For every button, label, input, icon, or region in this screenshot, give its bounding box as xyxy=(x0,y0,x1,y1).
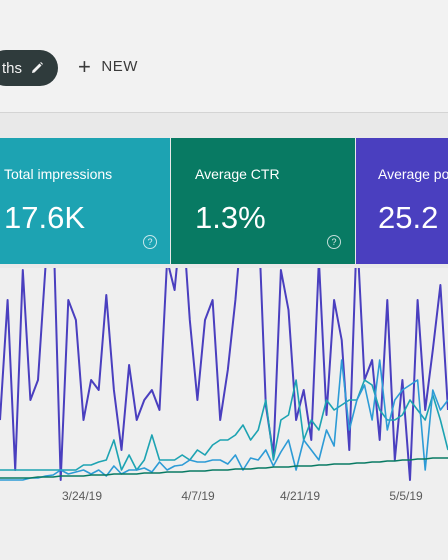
help-icon[interactable]: ? xyxy=(143,235,157,249)
series-line-0 xyxy=(0,268,448,481)
metric-card-total-impressions[interactable]: Total impressions 17.6K ? xyxy=(0,138,170,264)
x-tick-label: 5/5/19 xyxy=(389,489,423,503)
metric-label: Average CTR xyxy=(195,166,280,182)
series-line-1 xyxy=(0,379,448,471)
metric-card-average-ctr[interactable]: Average CTR 1.3% ? xyxy=(171,138,355,264)
performance-chart-svg: 3/24/19 4/7/19 4/21/19 5/5/19 xyxy=(0,268,448,503)
toolbar: ths + NEW xyxy=(0,0,448,113)
metric-value: 17.6K xyxy=(4,200,86,235)
help-icon[interactable]: ? xyxy=(327,235,341,249)
performance-chart: 3/24/19 4/7/19 4/21/19 5/5/19 xyxy=(0,268,448,560)
x-tick-label: 3/24/19 xyxy=(62,489,102,503)
series-line-3 xyxy=(0,457,448,479)
metric-value: 25.2 xyxy=(378,200,439,235)
plus-icon: + xyxy=(78,53,92,79)
new-filter-label: NEW xyxy=(101,58,138,75)
metric-label: Total impressions xyxy=(4,166,113,182)
new-filter-button[interactable]: + NEW xyxy=(78,53,138,79)
metric-value: 1.3% xyxy=(195,200,266,235)
metric-cards: Total impressions 17.6K ? Average CTR 1.… xyxy=(0,138,448,264)
metric-label: Average pos xyxy=(378,166,448,182)
series-line-2 xyxy=(0,359,448,481)
pencil-icon xyxy=(32,62,44,73)
metric-card-average-position[interactable]: Average pos 25.2 xyxy=(356,138,448,264)
date-range-chip[interactable]: ths xyxy=(0,50,59,86)
x-tick-label: 4/7/19 xyxy=(181,489,215,503)
date-range-chip-label: ths xyxy=(2,59,23,77)
x-tick-label: 4/21/19 xyxy=(280,489,320,503)
